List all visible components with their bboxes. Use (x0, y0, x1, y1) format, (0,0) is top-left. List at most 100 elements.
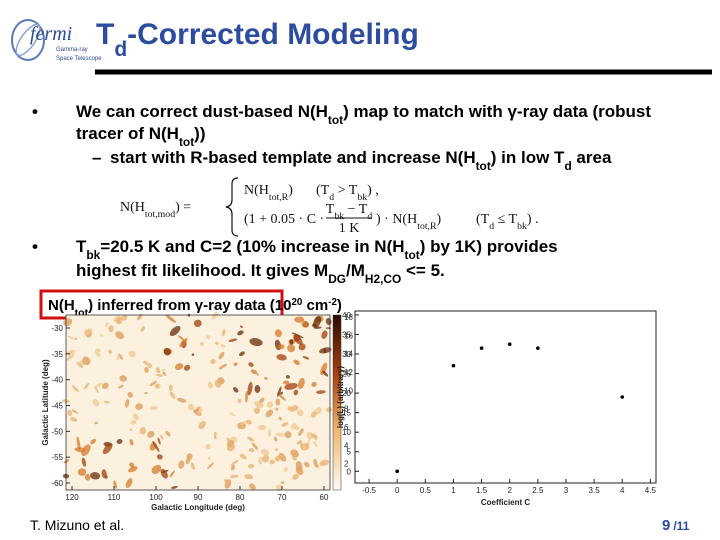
map-texture (283, 467, 289, 472)
text-run: -2 (328, 297, 337, 308)
map-texture (313, 440, 318, 448)
map-texture (117, 354, 120, 361)
map-texture (185, 457, 191, 465)
x-tick-label: 4.5 (645, 486, 657, 495)
map-x-tick-label: 120 (65, 493, 79, 502)
map-texture (101, 382, 109, 390)
colorbar-tick-label: 10 (344, 386, 353, 395)
colorbar-tick-label: 6 (344, 423, 349, 432)
x-tick-label: -0.5 (362, 486, 376, 495)
logo: fermi Gamma-ray Space Telescope (11, 19, 102, 62)
text-run: tot,mod (145, 209, 175, 220)
map-texture (193, 319, 202, 328)
map-texture (143, 360, 149, 365)
text-run: T (326, 202, 335, 217)
map-texture (70, 417, 78, 422)
map-texture (150, 406, 158, 411)
text-run: DG (328, 272, 346, 286)
text-run: )) (194, 124, 205, 143)
map-texture (230, 464, 235, 471)
map-texture (211, 311, 219, 320)
text-run: tot (179, 135, 194, 149)
map-x-tick-label: 90 (194, 493, 203, 502)
text-run: tot (476, 159, 491, 173)
map-texture (226, 437, 232, 446)
bullet-marker: • (32, 237, 38, 256)
footer-author: T. Mizuno et al. (30, 517, 124, 533)
text-run: tot (328, 113, 343, 127)
text-run: tracer of N(H (76, 124, 179, 143)
data-point (451, 363, 456, 368)
map-texture (320, 362, 328, 376)
x-tick-label: 2.5 (532, 486, 544, 495)
text-run: start with R-based template and increase… (110, 148, 476, 167)
map-texture (170, 485, 178, 489)
map-texture (151, 464, 162, 474)
text-run: ) inferred from γ-ray data (10 (88, 297, 291, 314)
map-texture (165, 430, 171, 437)
map-texture (239, 351, 245, 357)
y-tick-label: 40 (342, 311, 351, 320)
map-texture (178, 460, 185, 469)
map-texture (174, 363, 184, 370)
slide-title: Td-Corrected Modeling (96, 18, 419, 61)
map-texture (277, 344, 285, 350)
text-run: tot,R (417, 221, 437, 232)
map-texture (128, 466, 138, 473)
x-tick-label: 3.5 (589, 486, 601, 495)
map-texture (129, 462, 135, 468)
map-texture (278, 416, 283, 421)
map-texture (266, 401, 274, 408)
map-texture (115, 331, 125, 340)
bullet-text: tracer of N(Htot)) (76, 124, 205, 149)
map-texture (116, 316, 123, 325)
map-texture (284, 382, 298, 390)
map-y-tick-label: -45 (51, 402, 63, 411)
data-point (507, 342, 512, 347)
map-texture (274, 329, 282, 338)
map-texture (274, 455, 281, 462)
equation-part: (Td > Tbk) , (316, 183, 379, 203)
text-run: ) · N(H (376, 212, 417, 227)
map-texture (220, 344, 226, 348)
bullet-marker: • (32, 102, 38, 121)
text-run: d (564, 159, 571, 173)
data-point (536, 346, 540, 350)
map-texture (228, 338, 238, 343)
map-texture (103, 400, 111, 404)
equation-part: Tbk − Td (326, 202, 373, 222)
map-texture (296, 409, 304, 417)
map-texture (147, 430, 155, 438)
map-texture (254, 401, 262, 408)
map-texture (293, 389, 299, 396)
map-y-tick-label: -55 (51, 453, 63, 462)
map-texture (319, 459, 329, 467)
y-tick-label: 25 (342, 370, 351, 379)
sky-map: 120 110 100 90 80 70 60-30-35-40-45-50-55-60Ga… (41, 311, 353, 512)
map-texture (149, 380, 158, 387)
map-texture (190, 462, 195, 470)
map-texture (199, 341, 205, 347)
map-texture (210, 359, 216, 365)
equation-part: (1 + 0.05 · C · (244, 212, 324, 227)
map-texture (254, 385, 261, 393)
map-y-tick-label: -50 (51, 427, 63, 436)
text-run: N(H (244, 183, 269, 198)
map-texture (139, 427, 147, 435)
map-texture (127, 391, 134, 398)
map-texture (313, 315, 322, 328)
map-texture (81, 457, 87, 467)
equation: N(Htot,mod) =N(Htot,R) (Td > Tbk) ,(1 + 0… (120, 177, 539, 237)
map-x-tick-label: 70 (278, 493, 287, 502)
map-texture (249, 483, 256, 490)
map-texture (191, 353, 195, 356)
map-texture (147, 363, 153, 369)
map-texture (248, 362, 254, 368)
text-run: /M (346, 261, 365, 280)
map-texture (284, 431, 292, 439)
text-run: ) , (367, 183, 379, 198)
map-texture (82, 356, 91, 366)
map-texture (273, 436, 278, 442)
text-run: bk (334, 211, 344, 222)
text-run: bk (357, 192, 367, 203)
